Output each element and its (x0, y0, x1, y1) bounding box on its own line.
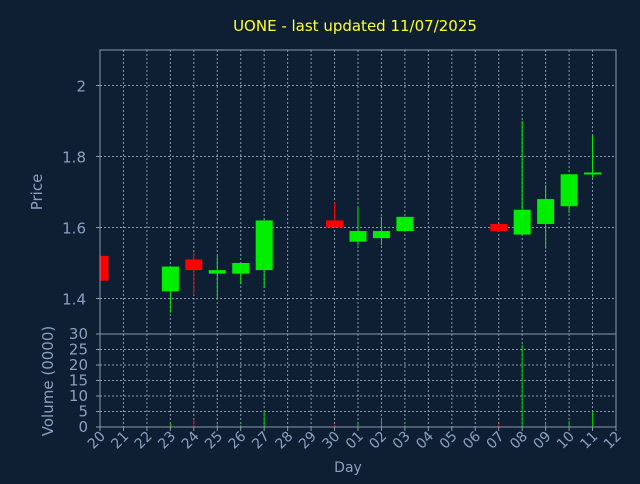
price-tick-label: 1.8 (62, 149, 86, 167)
x-tick-label: 26 (226, 428, 250, 452)
volume-tick-label: 15 (69, 372, 88, 390)
x-tick-label: 11 (577, 429, 601, 453)
candle-body (100, 255, 109, 281)
candle-body (208, 270, 226, 274)
volume-tick-label: 5 (78, 403, 88, 421)
candle-body (396, 216, 414, 232)
x-tick-label: 27 (249, 429, 273, 453)
x-tick-label: 10 (554, 429, 578, 453)
x-tick-label: 03 (390, 429, 414, 453)
x-tick-label: 25 (202, 429, 226, 453)
price-tick-label: 1.4 (62, 291, 86, 309)
x-tick-label: 09 (531, 429, 555, 453)
chart-title: UONE - last updated 11/07/2025 (233, 17, 477, 35)
x-tick-label: 02 (366, 429, 390, 453)
x-tick-label: 29 (296, 429, 320, 453)
candle-body (537, 199, 555, 224)
candle-body (255, 220, 273, 271)
x-tick-label: 28 (273, 429, 297, 453)
candle-body (513, 209, 531, 235)
candle-body (349, 231, 367, 242)
axes: 20 21 22 23 24 25 26 27 28 29 30 01 02 03 04 05 06 07 08 09… (62, 49, 625, 453)
x-tick-label: 22 (132, 429, 156, 453)
volume-tick-label: 10 (69, 387, 88, 405)
price-candles (99, 121, 602, 313)
volume-tick-label: 25 (69, 341, 88, 359)
volume-bars (99, 344, 594, 427)
x-tick-label: 05 (437, 429, 461, 453)
volume-tick-label: 0 (78, 418, 88, 436)
x-tick-label: 30 (319, 429, 343, 453)
candle-body (584, 172, 602, 175)
x-tick-label: 06 (460, 428, 484, 452)
x-tick-label: 23 (155, 429, 179, 453)
price-axis-label: Price (28, 174, 46, 211)
x-tick-label: 07 (484, 429, 508, 453)
price-tick-label: 1.6 (62, 220, 86, 238)
x-tick-label: 04 (413, 428, 437, 452)
x-tick-label: 20 (85, 429, 109, 453)
volume-tick-label: 20 (69, 356, 88, 374)
candle-body (326, 220, 344, 228)
candle-body (161, 266, 179, 292)
volume-axis-label: Volume (0000) (39, 326, 57, 436)
volume-gridlines (100, 334, 616, 427)
volume-tick-label: 30 (69, 325, 88, 343)
candle-body (560, 174, 578, 207)
candle-body (185, 259, 203, 271)
price-tick-label: 2 (76, 78, 86, 96)
candle-body (490, 223, 508, 232)
candle-body (372, 231, 390, 239)
x-tick-label: 08 (507, 429, 531, 453)
candle-body (232, 263, 250, 274)
x-tick-label: 01 (343, 429, 367, 453)
x-tick-label: 24 (179, 428, 203, 452)
x-tick-label: 12 (601, 429, 625, 453)
volume-panel-frame (99, 333, 617, 428)
x-tick-label: 21 (108, 429, 132, 453)
x-axis-label: Day (334, 460, 362, 476)
